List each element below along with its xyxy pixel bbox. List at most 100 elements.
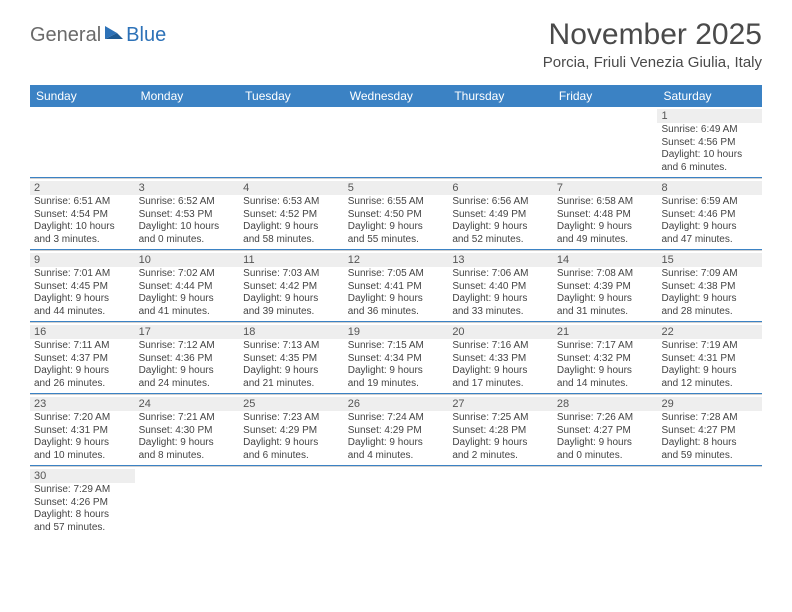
day-info-line: Sunset: 4:36 PM (139, 353, 236, 366)
calendar-cell: 2Sunrise: 6:51 AMSunset: 4:54 PMDaylight… (30, 178, 135, 249)
day-number: 23 (30, 397, 135, 411)
day-info-line: Sunset: 4:31 PM (34, 425, 131, 438)
dow-wednesday: Wednesday (344, 85, 449, 107)
day-number: 25 (239, 397, 344, 411)
day-info-line: and 3 minutes. (34, 234, 131, 247)
day-info-line: Daylight: 8 hours (661, 437, 758, 450)
day-number: 3 (135, 181, 240, 195)
day-info-line: and 6 minutes. (661, 162, 758, 175)
day-info: Sunrise: 7:23 AMSunset: 4:29 PMDaylight:… (243, 412, 340, 462)
day-info: Sunrise: 6:49 AMSunset: 4:56 PMDaylight:… (661, 124, 758, 174)
day-info-line: and 14 minutes. (557, 378, 654, 391)
day-number: 17 (135, 325, 240, 339)
day-info-line: Sunset: 4:27 PM (557, 425, 654, 438)
day-info-line: Sunset: 4:34 PM (348, 353, 445, 366)
day-info-line: Daylight: 9 hours (139, 437, 236, 450)
day-info-line: and 10 minutes. (34, 450, 131, 463)
day-info-line: and 58 minutes. (243, 234, 340, 247)
day-info-line: Daylight: 9 hours (452, 437, 549, 450)
day-info-line: Sunset: 4:41 PM (348, 281, 445, 294)
day-info-line: Daylight: 9 hours (557, 221, 654, 234)
day-info-line: Sunset: 4:30 PM (139, 425, 236, 438)
calendar-cell: 21Sunrise: 7:17 AMSunset: 4:32 PMDayligh… (553, 322, 658, 393)
day-info-line: Sunrise: 7:12 AM (139, 340, 236, 353)
day-info-line: Sunrise: 7:28 AM (661, 412, 758, 425)
day-info-line: Sunrise: 7:23 AM (243, 412, 340, 425)
day-info-line: Sunrise: 6:58 AM (557, 196, 654, 209)
calendar-cell (135, 107, 240, 177)
dow-saturday: Saturday (657, 85, 762, 107)
day-info-line: and 24 minutes. (139, 378, 236, 391)
day-number: 9 (30, 253, 135, 267)
day-info: Sunrise: 6:55 AMSunset: 4:50 PMDaylight:… (348, 196, 445, 246)
day-info-line: Daylight: 9 hours (139, 293, 236, 306)
day-number: 4 (239, 181, 344, 195)
day-number: 11 (239, 253, 344, 267)
day-number: 29 (657, 397, 762, 411)
calendar-cell: 12Sunrise: 7:05 AMSunset: 4:41 PMDayligh… (344, 250, 449, 321)
day-info-line: and 21 minutes. (243, 378, 340, 391)
calendar-week: 1Sunrise: 6:49 AMSunset: 4:56 PMDaylight… (30, 107, 762, 178)
day-info-line: and 55 minutes. (348, 234, 445, 247)
day-info-line: and 41 minutes. (139, 306, 236, 319)
day-info: Sunrise: 6:59 AMSunset: 4:46 PMDaylight:… (661, 196, 758, 246)
day-info: Sunrise: 7:24 AMSunset: 4:29 PMDaylight:… (348, 412, 445, 462)
dow-monday: Monday (135, 85, 240, 107)
day-info-line: Sunrise: 7:26 AM (557, 412, 654, 425)
day-info-line: Sunset: 4:26 PM (34, 497, 131, 510)
day-number: 10 (135, 253, 240, 267)
day-info-line: Sunset: 4:44 PM (139, 281, 236, 294)
day-info-line: and 36 minutes. (348, 306, 445, 319)
calendar-cell: 14Sunrise: 7:08 AMSunset: 4:39 PMDayligh… (553, 250, 658, 321)
dow-tuesday: Tuesday (239, 85, 344, 107)
day-info-line: Daylight: 9 hours (557, 437, 654, 450)
day-info-line: Sunset: 4:45 PM (34, 281, 131, 294)
day-info-line: Sunset: 4:39 PM (557, 281, 654, 294)
calendar-week: 2Sunrise: 6:51 AMSunset: 4:54 PMDaylight… (30, 178, 762, 250)
day-of-week-header: Sunday Monday Tuesday Wednesday Thursday… (30, 85, 762, 107)
day-info-line: and 8 minutes. (139, 450, 236, 463)
day-info-line: and 19 minutes. (348, 378, 445, 391)
day-info-line: Sunrise: 6:53 AM (243, 196, 340, 209)
day-info-line: Daylight: 9 hours (661, 293, 758, 306)
day-number: 2 (30, 181, 135, 195)
day-info-line: Sunrise: 7:19 AM (661, 340, 758, 353)
day-info-line: Sunset: 4:40 PM (452, 281, 549, 294)
calendar-cell: 11Sunrise: 7:03 AMSunset: 4:42 PMDayligh… (239, 250, 344, 321)
dow-friday: Friday (553, 85, 658, 107)
day-info: Sunrise: 7:09 AMSunset: 4:38 PMDaylight:… (661, 268, 758, 318)
day-info-line: Daylight: 9 hours (348, 437, 445, 450)
calendar-cell: 24Sunrise: 7:21 AMSunset: 4:30 PMDayligh… (135, 394, 240, 465)
day-info-line: Sunrise: 7:24 AM (348, 412, 445, 425)
calendar-cell: 7Sunrise: 6:58 AMSunset: 4:48 PMDaylight… (553, 178, 658, 249)
day-info-line: Daylight: 10 hours (139, 221, 236, 234)
day-info-line: Sunrise: 7:03 AM (243, 268, 340, 281)
calendar-cell: 17Sunrise: 7:12 AMSunset: 4:36 PMDayligh… (135, 322, 240, 393)
calendar-cell (448, 107, 553, 177)
title-block: November 2025 Porcia, Friuli Venezia Giu… (543, 18, 762, 71)
day-info: Sunrise: 6:56 AMSunset: 4:49 PMDaylight:… (452, 196, 549, 246)
day-info: Sunrise: 7:28 AMSunset: 4:27 PMDaylight:… (661, 412, 758, 462)
day-info-line: Sunrise: 7:11 AM (34, 340, 131, 353)
day-info: Sunrise: 7:01 AMSunset: 4:45 PMDaylight:… (34, 268, 131, 318)
calendar-cell (553, 466, 658, 537)
location-label: Porcia, Friuli Venezia Giulia, Italy (543, 54, 762, 71)
day-number: 22 (657, 325, 762, 339)
calendar-cell: 13Sunrise: 7:06 AMSunset: 4:40 PMDayligh… (448, 250, 553, 321)
day-info-line: and 47 minutes. (661, 234, 758, 247)
day-number: 24 (135, 397, 240, 411)
day-info-line: Sunrise: 7:13 AM (243, 340, 340, 353)
day-info-line: Daylight: 9 hours (348, 293, 445, 306)
day-number: 21 (553, 325, 658, 339)
day-info-line: Sunset: 4:32 PM (557, 353, 654, 366)
day-info: Sunrise: 7:21 AMSunset: 4:30 PMDaylight:… (139, 412, 236, 462)
day-info-line: Sunset: 4:53 PM (139, 209, 236, 222)
day-info-line: Daylight: 9 hours (661, 365, 758, 378)
calendar-cell (344, 107, 449, 177)
calendar-cell: 25Sunrise: 7:23 AMSunset: 4:29 PMDayligh… (239, 394, 344, 465)
day-number: 20 (448, 325, 553, 339)
calendar-cell (553, 107, 658, 177)
day-info: Sunrise: 6:58 AMSunset: 4:48 PMDaylight:… (557, 196, 654, 246)
day-info-line: Daylight: 8 hours (34, 509, 131, 522)
day-info-line: Daylight: 9 hours (139, 365, 236, 378)
